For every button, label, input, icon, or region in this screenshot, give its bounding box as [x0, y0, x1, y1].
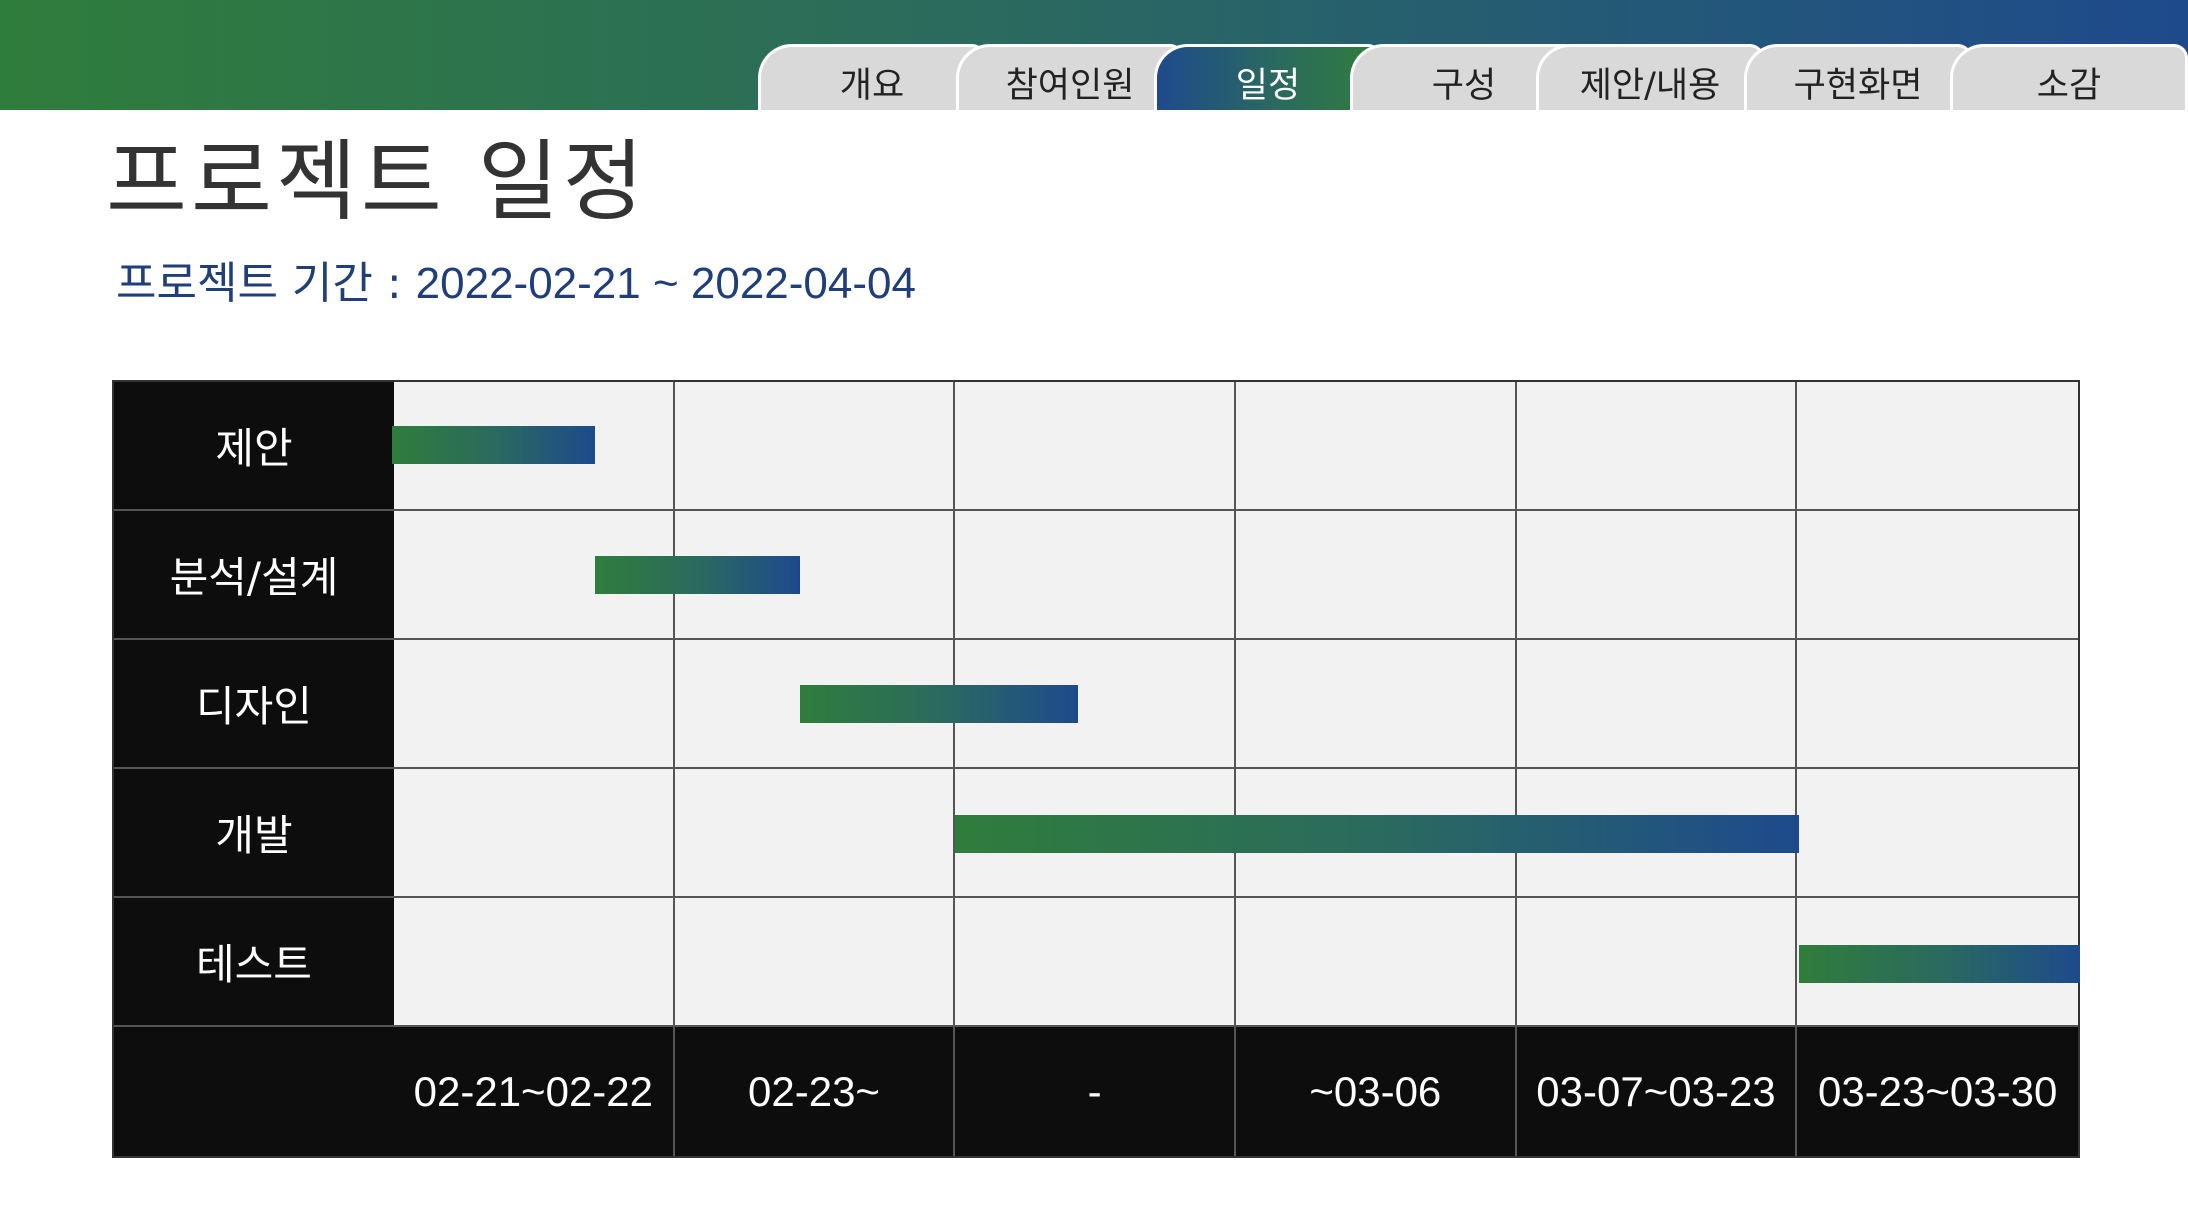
- grid-cell: [1235, 769, 1517, 898]
- task-label: 분석/설계: [114, 511, 394, 640]
- grid-cell: [955, 769, 1236, 898]
- grid-cell: [1516, 382, 1798, 511]
- task-label: 제안: [114, 382, 394, 511]
- grid-cell: [674, 769, 956, 898]
- grid-cell: [394, 382, 675, 511]
- tab-implementation[interactable]: 구현화면: [1744, 44, 1972, 110]
- date-column-label: ~03-06: [1235, 1027, 1517, 1156]
- date-column-label: 03-23~03-30: [1797, 1027, 2078, 1156]
- project-period-value: 2022-02-21 ~ 2022-04-04: [415, 259, 916, 308]
- grid-cell: [1516, 640, 1798, 769]
- grid-cell: [1235, 898, 1517, 1027]
- grid-cell: [1235, 382, 1517, 511]
- grid-cell: [1797, 640, 2078, 769]
- grid-cell: [955, 898, 1236, 1027]
- grid-cell: [1797, 511, 2078, 640]
- footer-corner: [114, 1027, 394, 1156]
- grid-cell: [394, 640, 675, 769]
- gantt-table: 제안 분석/설계 디자인 개발 테스트 02-21~02-22 02-23~ -…: [112, 380, 2080, 1158]
- date-column-label: 02-23~: [674, 1027, 956, 1156]
- grid-cell: [1235, 511, 1517, 640]
- tab-review[interactable]: 소감: [1950, 44, 2188, 110]
- tab-schedule[interactable]: 일정: [1154, 44, 1382, 110]
- grid-cell: [394, 769, 675, 898]
- task-label: 디자인: [114, 640, 394, 769]
- grid-cell: [674, 382, 956, 511]
- grid-cell: [1516, 898, 1798, 1027]
- grid-cell: [1516, 511, 1798, 640]
- grid-cell: [1797, 898, 2078, 1027]
- grid-cell: [1516, 769, 1798, 898]
- grid-cell: [955, 511, 1236, 640]
- grid-cell: [1797, 382, 2078, 511]
- grid-cell: [1235, 640, 1517, 769]
- grid-cell: [955, 640, 1236, 769]
- tab-overview[interactable]: 개요: [758, 44, 986, 110]
- date-column-label: 02-21~02-22: [394, 1027, 675, 1156]
- grid-cell: [394, 898, 675, 1027]
- grid-cell: [1797, 769, 2078, 898]
- page-title: 프로젝트 일정: [106, 130, 648, 233]
- grid-cell: [674, 640, 956, 769]
- tab-bar: 개요 참여인원 일정 구성 제안/내용 구현화면 소감: [0, 0, 2188, 110]
- grid-cell: [955, 382, 1236, 511]
- date-column-label: -: [955, 1027, 1236, 1156]
- grid-cell: [394, 511, 675, 640]
- date-column-label: 03-07~03-23: [1516, 1027, 1798, 1156]
- tab-proposal-content[interactable]: 제안/내용: [1536, 44, 1764, 110]
- grid-cell: [674, 511, 956, 640]
- grid-cell: [674, 898, 956, 1027]
- project-period: 프로젝트 기간 : 2022-02-21 ~ 2022-04-04: [116, 262, 916, 306]
- task-label: 테스트: [114, 898, 394, 1027]
- project-period-label: 프로젝트 기간 :: [116, 258, 416, 309]
- task-label: 개발: [114, 769, 394, 898]
- tab-members[interactable]: 참여인원: [956, 44, 1184, 110]
